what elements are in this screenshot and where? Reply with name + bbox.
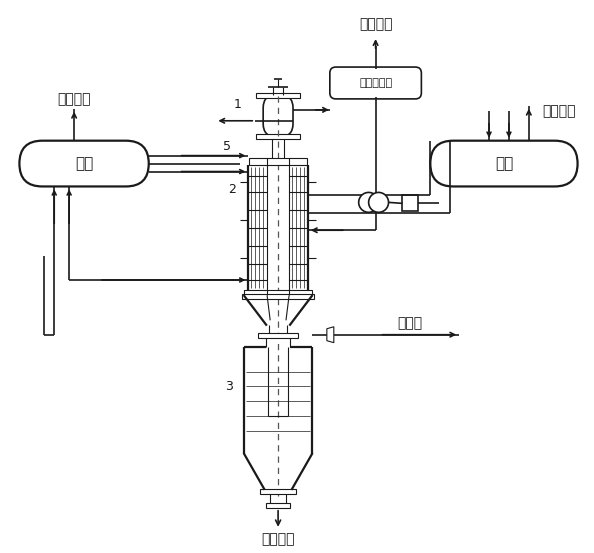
Text: 3: 3	[225, 380, 233, 393]
FancyBboxPatch shape	[263, 95, 293, 137]
Bar	[403, 195, 418, 211]
FancyBboxPatch shape	[20, 140, 148, 186]
Circle shape	[369, 192, 388, 212]
Text: 过热蒸汽: 过热蒸汽	[542, 104, 576, 118]
FancyBboxPatch shape	[430, 140, 577, 186]
Text: 黑水、渣: 黑水、渣	[261, 533, 295, 547]
Text: 粗煤气: 粗煤气	[397, 316, 422, 330]
Bar	[258, 333, 298, 338]
Text: 1: 1	[233, 98, 241, 111]
Bar	[242, 294, 314, 299]
Bar	[260, 489, 296, 494]
Text: 5: 5	[223, 140, 232, 153]
Text: 蒸汽发生器: 蒸汽发生器	[359, 78, 392, 88]
Bar	[244, 290, 312, 296]
Polygon shape	[327, 327, 334, 343]
Text: 低压蒸汽: 低压蒸汽	[359, 17, 393, 32]
Text: 2: 2	[228, 183, 236, 196]
Bar	[256, 93, 300, 98]
Text: 汽包: 汽包	[75, 156, 93, 171]
Circle shape	[359, 192, 378, 212]
Bar	[249, 158, 307, 165]
Text: 汽包: 汽包	[495, 156, 513, 171]
Bar	[266, 503, 290, 508]
FancyBboxPatch shape	[330, 67, 421, 99]
Bar	[256, 134, 300, 139]
Text: 饱和蒸汽: 饱和蒸汽	[58, 92, 91, 106]
